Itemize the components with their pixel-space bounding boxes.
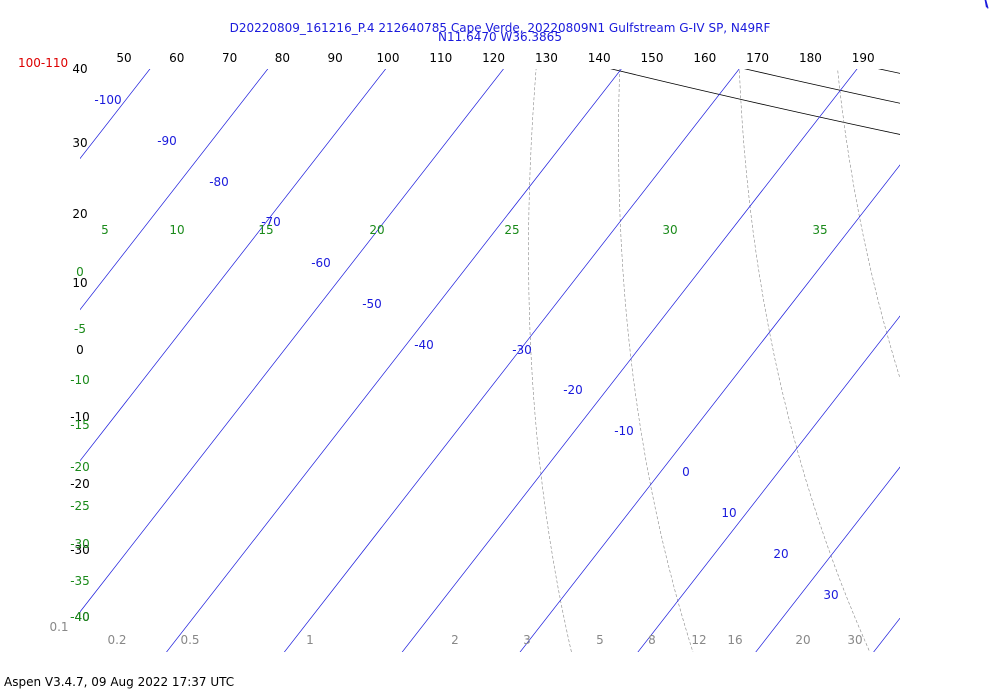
- isotherm-label: -20: [563, 383, 583, 397]
- isotherm: [401, 69, 858, 652]
- left-scale-label: -20: [70, 477, 90, 491]
- isotherm: [80, 69, 504, 613]
- plot-area: [0, 0, 1000, 657]
- top-scale-label: 100: [377, 51, 400, 65]
- isotherm: [166, 69, 622, 652]
- theta-e-label: 15: [258, 223, 273, 237]
- isotherm: [80, 69, 151, 160]
- top-scale-label: 160: [693, 51, 716, 65]
- mixing-ratio-line: [618, 69, 694, 652]
- dry-adiabat: [743, 69, 900, 104]
- dry-adiabat: [990, 64, 1000, 652]
- isotherm-label: 10: [721, 506, 736, 520]
- top-scale-label: 130: [535, 51, 558, 65]
- top-scale-label: 70: [222, 51, 237, 65]
- theta-e-label: 25: [504, 223, 519, 237]
- isotherm-label: -80: [209, 175, 229, 189]
- mixing-ratio-line: [738, 69, 871, 652]
- isotherm: [283, 69, 740, 652]
- isotherm-label: -60: [311, 256, 331, 270]
- top-scale-label: 50: [116, 51, 131, 65]
- isotherm-label: -50: [362, 297, 382, 311]
- isotherm-label: 20: [773, 547, 788, 561]
- saturated-adiabat-label: -15: [70, 418, 90, 432]
- mixing-ratio-label: 16: [727, 633, 742, 647]
- saturated-adiabat-label: -10: [70, 373, 90, 387]
- dry-adiabat: [610, 69, 900, 135]
- top-scale-label: 170: [746, 51, 769, 65]
- footer-version: Aspen V3.4.7, 09 Aug 2022 17:37 UTC: [4, 675, 235, 689]
- isotherm-label: -10: [614, 424, 634, 438]
- top-scale-label: 120: [482, 51, 505, 65]
- top-scale-label: 190: [852, 51, 875, 65]
- saturated-adiabat-label: -25: [70, 499, 90, 513]
- mixing-ratio-label: 0.5: [180, 633, 199, 647]
- mixing-ratio-label: 5: [596, 633, 604, 647]
- saturated-adiabat-label: 0: [76, 265, 84, 279]
- chart-title-line1: D20220809_161216_P.4 212640785 Cape Verd…: [229, 21, 771, 35]
- isotherm: [80, 69, 269, 311]
- left-scale-label: 0: [76, 343, 84, 357]
- isotherm: [873, 617, 900, 652]
- isotherm: [519, 164, 900, 652]
- isotherm: [755, 466, 900, 652]
- mixing-ratio-label: 8: [648, 633, 656, 647]
- isotherm-label: -70: [261, 215, 281, 229]
- mixing-ratio-label: 20: [795, 633, 810, 647]
- wind-barb-feather: [985, 0, 989, 9]
- chart-title-line2: N11.6470 W36.3865: [438, 30, 562, 44]
- top-scale-label: 80: [275, 51, 290, 65]
- top-scale-label: 140: [588, 51, 611, 65]
- isotherm-label: -30: [512, 343, 532, 357]
- left-scale-label: -30: [70, 543, 90, 557]
- theta-e-label: 5: [101, 223, 109, 237]
- wind-barb-feather: [984, 0, 988, 8]
- mixing-ratio-label: 2: [451, 633, 459, 647]
- left-scale-label: 10: [72, 276, 87, 290]
- top-scale-label: 60: [169, 51, 184, 65]
- top-scale-label: 90: [328, 51, 343, 65]
- mixing-ratio-label: 1: [306, 633, 314, 647]
- mixing-ratio-label: 0.2: [107, 633, 126, 647]
- left-scale-label: 40: [72, 62, 87, 76]
- mixing-ratio-label: 30: [847, 633, 862, 647]
- mixing-ratio-label: 12: [691, 633, 706, 647]
- left-scale-label: 20: [72, 207, 87, 221]
- pressure-label-top: 100-110: [18, 56, 68, 70]
- isotherm: [988, 64, 1000, 657]
- mixing-ratio-label: 0.1: [49, 620, 68, 634]
- saturated-adiabat-label: -5: [74, 322, 86, 336]
- left-scale-label: -40: [70, 610, 90, 624]
- theta-e-label: 30: [662, 223, 677, 237]
- top-scale-label: 110: [429, 51, 452, 65]
- theta-e-label: 20: [369, 223, 384, 237]
- wind-barb: [984, 0, 988, 8]
- isotherm-label: 30: [823, 588, 838, 602]
- dry-adiabat: [877, 69, 900, 74]
- saturated-adiabat-label: -40: [70, 610, 90, 624]
- mixing-ratio-line: [837, 69, 900, 380]
- isotherm-label: 0: [682, 465, 690, 479]
- theta-e-label: 35: [812, 223, 827, 237]
- saturated-adiabat-label: -30: [70, 537, 90, 551]
- isotherm: [0, 64, 36, 657]
- isotherm: [637, 315, 900, 652]
- mixing-ratio-line: [970, 0, 1000, 656]
- mixing-ratio-label: 3: [523, 633, 531, 647]
- left-scale-label: 30: [72, 136, 87, 150]
- top-scale-label: 150: [641, 51, 664, 65]
- theta-e-label: 10: [169, 223, 184, 237]
- top-scale-label: 180: [799, 51, 822, 65]
- left-scale-label: -10: [70, 410, 90, 424]
- saturated-adiabat-label: -20: [70, 460, 90, 474]
- isotherm-label: -100: [94, 93, 121, 107]
- wind-barb: [985, 0, 989, 9]
- mixing-ratio-line: [917, 0, 1000, 656]
- isotherm-label: -40: [414, 338, 434, 352]
- saturated-adiabat-label: -35: [70, 574, 90, 588]
- isotherm-label: -90: [157, 134, 177, 148]
- isotherm: [80, 69, 387, 462]
